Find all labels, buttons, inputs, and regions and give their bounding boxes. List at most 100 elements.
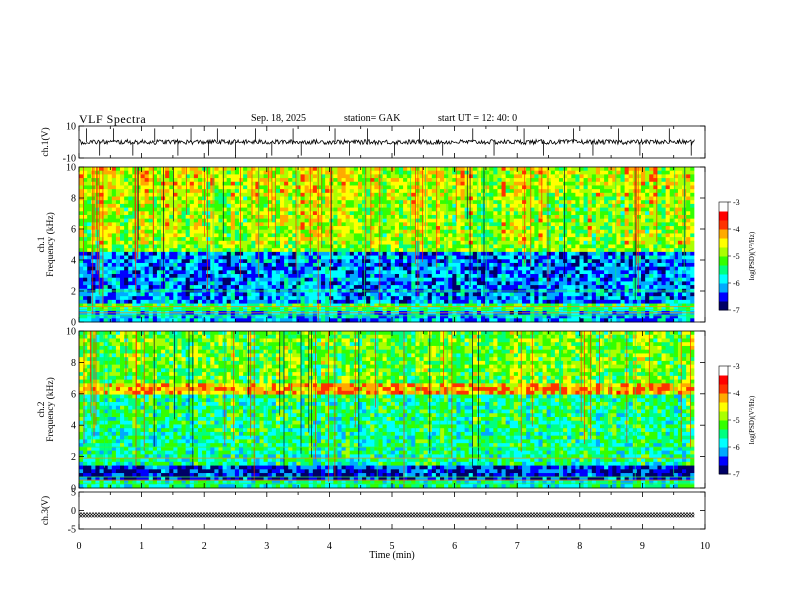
spectrogram-cell — [177, 303, 182, 308]
spectrogram-cell — [554, 266, 560, 271]
spectrogram-cell — [440, 174, 445, 179]
spectrogram-cell — [218, 244, 223, 249]
spectrogram-cell — [128, 296, 133, 301]
spectrogram-cell — [452, 244, 457, 249]
spectrogram-cell — [464, 233, 470, 238]
spectrogram-cell — [321, 314, 326, 319]
spectrogram-cell — [251, 296, 256, 301]
spectrogram-cell — [398, 248, 404, 253]
spectrogram-cell — [316, 218, 322, 223]
spectrogram-cell — [382, 214, 388, 220]
spectrogram-cell — [485, 185, 490, 190]
spectrogram-cell — [124, 185, 129, 190]
spectrogram-cell — [83, 299, 88, 304]
spectrogram-cell — [390, 170, 396, 175]
spectrogram-cell — [444, 285, 449, 290]
spectrogram-cell — [234, 248, 240, 253]
spectrogram-cell — [435, 285, 441, 290]
spectrogram-cell — [353, 192, 359, 197]
spectrogram-cell — [341, 314, 347, 319]
spectrogram-cell — [107, 196, 113, 201]
spectrogram-cell — [329, 266, 334, 271]
spectrogram-cell — [493, 314, 498, 319]
spectrogram-cell — [509, 181, 515, 186]
spectrogram-cell — [288, 222, 293, 227]
spectrogram-cell — [452, 251, 457, 256]
spectrogram-cell — [563, 222, 568, 227]
spectrogram-cell — [431, 259, 437, 264]
spectrogram-cell — [140, 303, 146, 308]
spectrogram-cell — [349, 170, 355, 175]
spectrogram-cell — [472, 229, 478, 234]
spectrogram-cell — [284, 178, 289, 183]
spectrogram-cell — [308, 233, 314, 238]
spectrogram-cell — [353, 178, 359, 183]
spectrogram-cell — [464, 270, 470, 275]
spectrogram-cell — [357, 207, 363, 212]
spectrogram-cell — [222, 277, 228, 282]
spectrogram-cell — [247, 196, 252, 201]
spectrogram-cell — [243, 277, 248, 282]
spectrogram-cell — [353, 251, 359, 256]
spectrogram-cell — [288, 233, 293, 238]
spectrogram-cell — [362, 314, 367, 319]
spectrogram-cell — [505, 167, 511, 172]
spectrogram-cell — [99, 251, 105, 256]
spectrogram-cell — [271, 262, 277, 268]
spectrogram-cell — [456, 240, 461, 245]
spectrogram-cell — [485, 207, 490, 212]
spectrogram-cell — [542, 248, 548, 253]
spectrogram-cell — [386, 237, 392, 242]
spectrogram-cell — [563, 262, 568, 268]
spectrogram-cell — [464, 189, 470, 194]
spectrogram-cell — [140, 222, 146, 227]
spectrogram-cell — [247, 174, 252, 179]
spectrogram-cell — [222, 259, 228, 264]
spectrogram-cell — [181, 314, 187, 319]
spectrogram-cell — [193, 196, 199, 201]
spectrogram-cell — [255, 248, 260, 253]
spectrogram-cell — [107, 203, 113, 208]
spectrogram-cell — [316, 200, 322, 205]
station-label: station= GAK — [344, 113, 401, 124]
spectrogram-cell — [181, 274, 187, 279]
spectrogram-cell — [398, 303, 404, 308]
spectrogram-cell — [407, 314, 412, 319]
spectrogram-cell — [321, 303, 326, 308]
spectrogram-cell — [197, 285, 203, 290]
spectrogram-cell — [91, 196, 96, 201]
spectrogram-cell — [271, 203, 277, 208]
spectrogram-cell — [509, 214, 515, 220]
spectrogram-cell — [234, 318, 240, 323]
spectrogram-cell — [230, 255, 236, 260]
spectrogram-cell — [501, 218, 507, 223]
spectrogram-cell — [234, 240, 240, 245]
spectrogram-cell — [234, 244, 240, 249]
spectrogram-cell — [120, 233, 125, 238]
spectrogram-cell — [226, 251, 232, 256]
spectrogram-cell — [185, 203, 191, 208]
spectrogram-cell — [513, 218, 519, 223]
spectrogram-cell — [259, 185, 265, 190]
spectrogram-cell — [357, 281, 363, 286]
spectrogram-cell — [148, 303, 154, 308]
spectrogram-cell — [321, 211, 326, 216]
spectrogram-cell — [120, 285, 125, 290]
spectrogram-cell — [382, 207, 388, 212]
spectrogram-cell — [222, 185, 228, 190]
spectrogram-cell — [255, 262, 260, 268]
spectrogram-cell — [550, 314, 556, 319]
spectrogram-cell — [394, 200, 400, 205]
spectrogram-cell — [259, 174, 265, 179]
spectrogram-cell — [345, 189, 351, 194]
spectrogram-cell — [472, 237, 478, 242]
spectrogram-cell — [526, 196, 531, 201]
spectrogram-cell — [542, 303, 548, 308]
spectrogram-cell — [345, 218, 351, 223]
spectrogram-cell — [513, 285, 519, 290]
spectrogram-cell — [321, 181, 326, 186]
spectrogram-cell — [534, 274, 539, 279]
spectrogram-cell — [403, 233, 408, 238]
spectrogram-cell — [87, 244, 92, 249]
spectrogram-cell — [546, 185, 552, 190]
